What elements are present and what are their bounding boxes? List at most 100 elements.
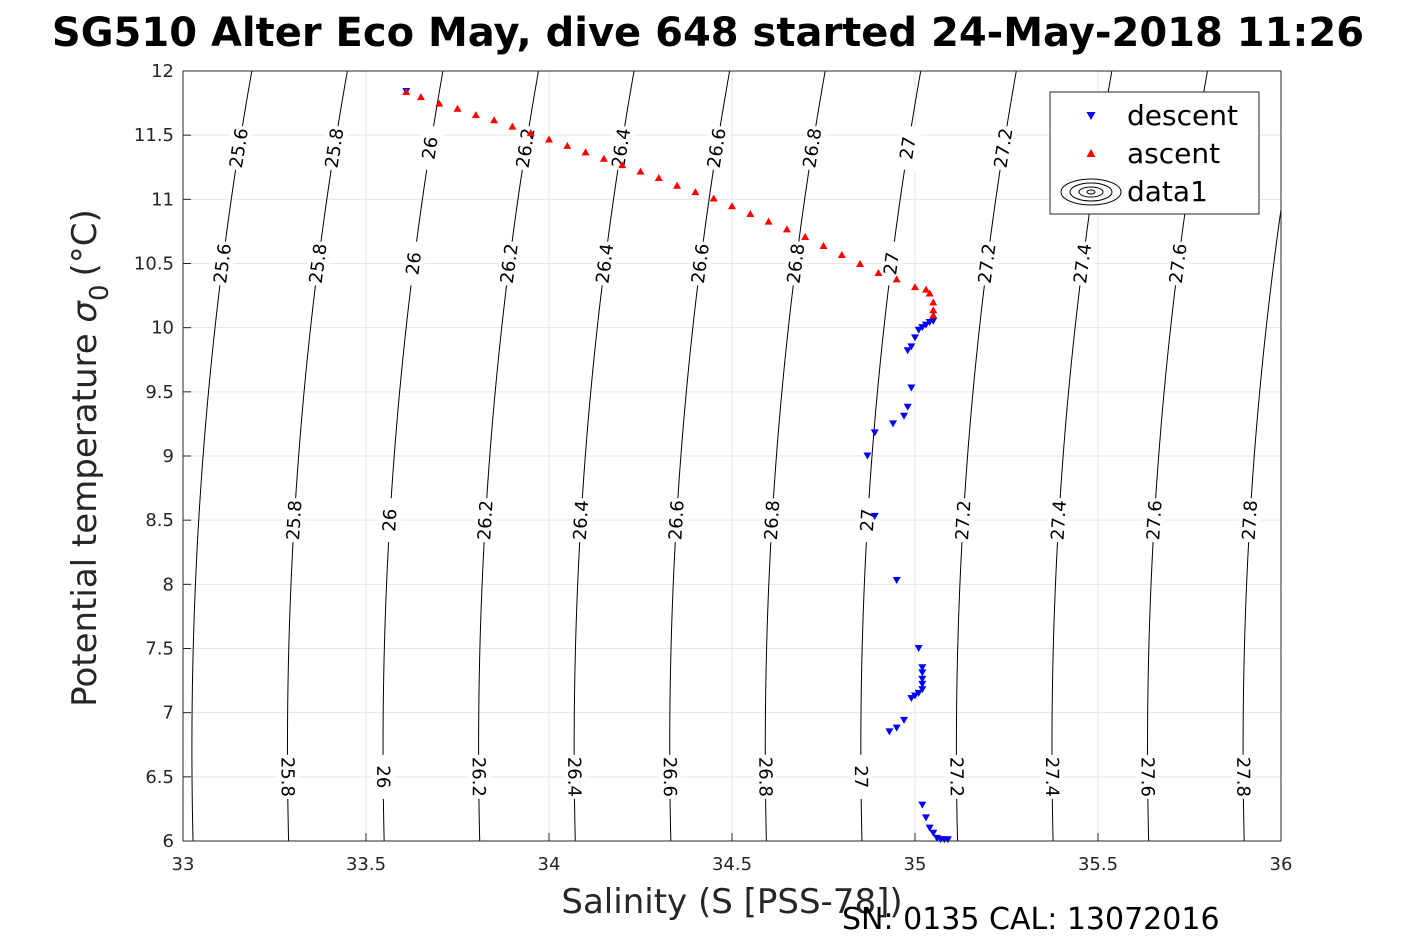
x-tick-label: 33 — [172, 854, 195, 875]
ascent-point — [453, 104, 462, 112]
descent-point — [907, 343, 916, 351]
ascent-point — [545, 135, 553, 143]
ascent-point — [929, 311, 938, 319]
contour-label: 27.8 — [1232, 757, 1253, 797]
contour-label-bg — [686, 240, 715, 287]
descent-series — [402, 88, 952, 844]
descent-point — [914, 689, 923, 697]
ascent-point — [618, 161, 627, 169]
contour-label: 27.2 — [945, 757, 966, 797]
contour-label-bg — [798, 124, 827, 172]
descent-point — [918, 675, 927, 683]
x-tick-label: 36 — [1270, 854, 1293, 875]
contour-label-bg — [782, 240, 810, 287]
legend-ascent-marker — [1086, 149, 1096, 157]
descent-point — [914, 645, 923, 652]
legend-data1-contour-icon — [1060, 178, 1122, 206]
contour-label-bg — [893, 124, 923, 172]
contour-label: 26.8 — [783, 242, 809, 284]
ascent-point — [471, 111, 480, 119]
contour-label-bg — [591, 240, 619, 287]
calibration-text: SN: 0135 CAL: 13072016 — [842, 902, 1220, 937]
contour-label: 26.6 — [659, 757, 680, 797]
contour-label: 27.2 — [975, 242, 1001, 284]
contour-label-bg — [400, 240, 428, 287]
ascent-point — [929, 306, 938, 314]
x-tick-label: 35 — [904, 854, 927, 875]
contour-label-bg — [372, 754, 395, 799]
contour-label-bg — [989, 124, 1018, 172]
descent-point — [863, 452, 872, 460]
contour-label-bg — [759, 497, 785, 543]
contour-label-bg — [877, 240, 906, 287]
ascent-point — [746, 209, 755, 217]
contour-label-bg — [1040, 754, 1064, 799]
descent-point — [918, 680, 927, 688]
descent-point — [870, 429, 879, 437]
contour-label: 27.4 — [1041, 757, 1062, 797]
contour-label: 27 — [896, 135, 920, 161]
y-tick-label: 7.5 — [145, 639, 174, 660]
contour-label-bg — [377, 497, 403, 543]
contour-label: 26.2 — [474, 500, 497, 541]
descent-point — [918, 801, 927, 809]
ascent-point — [929, 298, 938, 306]
descent-point — [892, 576, 901, 584]
y-axis-label-symbol: σ — [65, 300, 105, 323]
contour-label-bg — [1164, 240, 1192, 287]
descent-point — [907, 695, 916, 703]
contour-label-bg — [1237, 497, 1263, 543]
ascent-point — [636, 167, 645, 175]
descent-point — [889, 420, 898, 428]
descent-point — [918, 324, 927, 332]
contour-label: 27.8 — [1239, 500, 1262, 541]
contour-label-bg — [467, 754, 490, 799]
descent-point — [925, 319, 934, 327]
contour-label-bg — [495, 240, 523, 287]
y-tick-label: 6.5 — [145, 767, 174, 788]
contour-label-bg — [281, 497, 307, 543]
y-tick-label: 11.5 — [134, 125, 174, 146]
descent-point — [911, 692, 919, 700]
contour-label: 26.4 — [592, 242, 618, 284]
ascent-point — [764, 217, 773, 225]
descent-point — [929, 829, 938, 837]
contour-label: 27.4 — [1070, 242, 1096, 284]
ascent-point — [837, 251, 846, 259]
contour-label: 26.6 — [688, 242, 714, 284]
descent-point — [921, 814, 930, 822]
ascent-point — [435, 99, 444, 107]
descent-point — [903, 403, 912, 411]
contour-label: 26 — [418, 135, 442, 161]
contour-label-bg — [1046, 497, 1072, 543]
contour-label-bg — [702, 124, 732, 172]
ascent-point — [728, 202, 736, 210]
contour-label-bg — [1068, 240, 1097, 287]
ascent-point — [490, 116, 499, 124]
legend-box — [1049, 91, 1260, 215]
contour-label-bg — [208, 240, 237, 287]
descent-point — [921, 321, 930, 329]
descent-point — [914, 326, 923, 334]
y-tick-label: 8 — [163, 574, 174, 595]
ascent-point — [911, 283, 919, 291]
contour-line — [1339, 13, 1410, 905]
legend: descent ascent data1 — [1049, 91, 1260, 215]
ascent-point — [856, 260, 865, 267]
y-axis-label: Potential temperature σ0 (°C) — [65, 209, 115, 707]
ascent-point — [581, 148, 590, 156]
x-tick-label: 34.5 — [712, 854, 752, 875]
ascent-point — [925, 289, 934, 297]
contour-label-bg — [945, 754, 968, 799]
y-axis-label-unit: (°C) — [65, 209, 105, 276]
ascent-point — [874, 268, 883, 276]
contour-label-bg — [1136, 754, 1159, 799]
contour-label: 26.4 — [563, 757, 584, 797]
axis-ticks: 33 33.5 34 34.5 35 35.5 36 6 6.5 7 7.5 8 8.5 9 9.5 10 10… — [134, 61, 1293, 875]
descent-point — [907, 384, 916, 392]
y-tick-label: 6 — [163, 831, 174, 852]
contour-label: 26.6 — [665, 500, 688, 541]
contour-label-bg — [658, 754, 681, 799]
ascent-point — [709, 194, 718, 202]
y-tick-label: 8.5 — [145, 510, 174, 531]
